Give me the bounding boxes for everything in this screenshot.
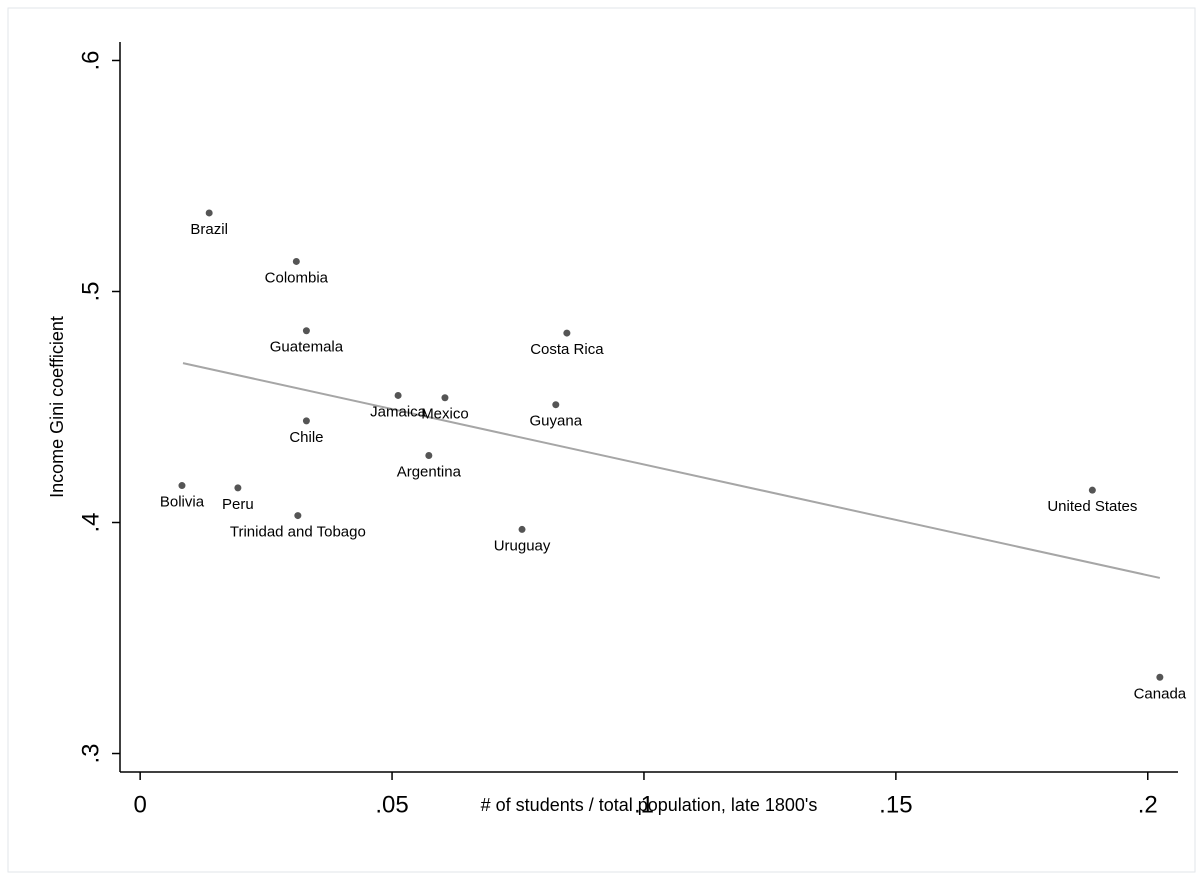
point-label: Canada [1134, 685, 1187, 702]
y-tick-label: .6 [77, 50, 104, 70]
point [294, 512, 302, 520]
x-tick-label: .15 [879, 791, 912, 818]
point [563, 329, 571, 337]
point-label: Jamaica [370, 403, 427, 420]
x-tick-label: .1 [634, 791, 654, 818]
point-label: Uruguay [494, 537, 551, 554]
frame [7, 7, 1196, 873]
point [1088, 486, 1096, 494]
point [441, 394, 449, 402]
x-tick-label: 0 [133, 791, 146, 818]
fit-line [182, 362, 1161, 579]
point-label: Trinidad and Tobago [230, 524, 366, 541]
point [178, 482, 186, 490]
point-label: Colombia [265, 269, 329, 286]
y-tick-label: .5 [77, 281, 104, 301]
point [234, 484, 242, 492]
point [552, 401, 560, 409]
point [302, 327, 310, 335]
point-label: Argentina [397, 463, 462, 480]
point-label: Costa Rica [530, 341, 604, 358]
point-label: Guyana [530, 413, 583, 430]
point [518, 525, 526, 533]
point [302, 417, 310, 425]
y-tick-label: .3 [77, 744, 104, 764]
point-label: Guatemala [270, 339, 344, 356]
x-tick-label: .05 [375, 791, 408, 818]
x-axis-title: # of students / total population, late 1… [481, 795, 818, 815]
point-label: Peru [222, 496, 254, 513]
point-label: Mexico [421, 406, 469, 423]
point-label: Brazil [190, 221, 228, 238]
point [205, 209, 213, 217]
point-label: Chile [289, 429, 323, 446]
point [425, 452, 433, 460]
point [394, 391, 402, 399]
point [292, 257, 300, 265]
point-label: United States [1047, 498, 1137, 515]
x-tick-label: .2 [1138, 791, 1158, 818]
point-label: Bolivia [160, 494, 205, 511]
y-axis-title: Income Gini coefficient [47, 316, 67, 498]
point [1156, 673, 1164, 681]
y-tick-label: .4 [77, 512, 104, 532]
